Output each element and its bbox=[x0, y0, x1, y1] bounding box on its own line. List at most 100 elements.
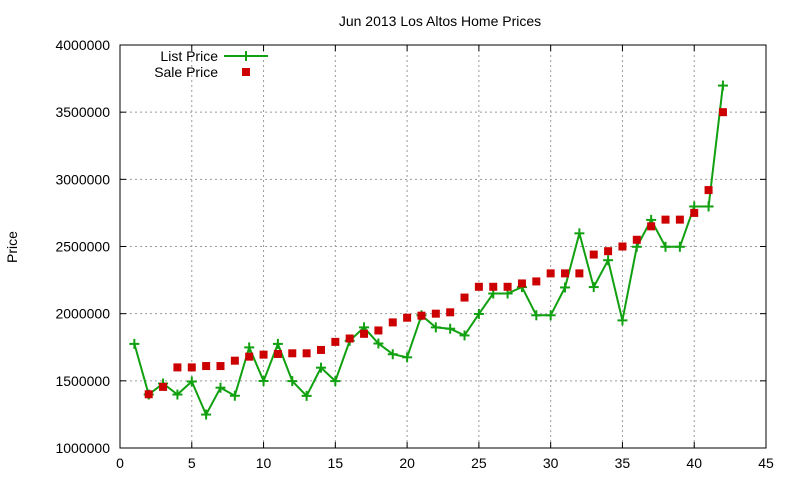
x-tick-label: 35 bbox=[615, 455, 631, 471]
list-price-point bbox=[445, 323, 456, 334]
x-tick-label: 0 bbox=[116, 455, 124, 471]
sale-price-point bbox=[288, 349, 297, 358]
list-price-point bbox=[703, 201, 714, 212]
sale-price-point bbox=[532, 277, 541, 286]
x-tick-label: 30 bbox=[543, 455, 559, 471]
sale-price-point bbox=[202, 362, 211, 371]
legend-marker bbox=[241, 51, 251, 61]
x-tick-label: 20 bbox=[399, 455, 415, 471]
sale-price-point bbox=[345, 334, 354, 343]
list-price-point bbox=[560, 282, 571, 293]
sale-price-point bbox=[388, 318, 397, 327]
sale-price-point bbox=[159, 382, 168, 391]
legend-label: List Price bbox=[160, 48, 218, 64]
sale-price-point bbox=[718, 108, 727, 117]
sale-price-point bbox=[316, 345, 325, 354]
list-price-point bbox=[617, 315, 628, 326]
sale-price-point bbox=[546, 269, 555, 278]
list-price-point bbox=[531, 310, 542, 321]
sale-price-point bbox=[503, 282, 512, 291]
sale-price-point bbox=[647, 222, 656, 231]
list-price-point bbox=[373, 338, 384, 349]
sale-price-point bbox=[245, 352, 254, 361]
list-price-point bbox=[186, 376, 197, 387]
list-price-point bbox=[545, 310, 556, 321]
y-tick-label: 3500000 bbox=[55, 104, 110, 120]
sale-price-point bbox=[704, 186, 713, 195]
chart-title: Jun 2013 Los Altos Home Prices bbox=[339, 13, 541, 29]
x-tick-label: 5 bbox=[188, 455, 196, 471]
sale-price-point bbox=[216, 362, 225, 371]
sale-price-point bbox=[446, 308, 455, 317]
sale-price-point bbox=[460, 293, 469, 302]
list-price-line bbox=[133, 85, 724, 417]
x-tick-label: 15 bbox=[328, 455, 344, 471]
sale-price-point bbox=[589, 250, 598, 259]
sale-price-point bbox=[331, 337, 340, 346]
list-price-point bbox=[272, 338, 283, 349]
list-price-point bbox=[287, 376, 298, 387]
y-tick-label: 1000000 bbox=[55, 440, 110, 456]
sale-price-point bbox=[302, 349, 311, 358]
y-tick-label: 4000000 bbox=[55, 37, 110, 53]
sale-price-point bbox=[690, 208, 699, 217]
list-price-point bbox=[603, 255, 614, 266]
list-price-point bbox=[459, 330, 470, 341]
y-tick-label: 2500000 bbox=[55, 239, 110, 255]
sale-price-point bbox=[618, 242, 627, 251]
sale-price-point bbox=[604, 247, 613, 256]
sale-price-point bbox=[675, 215, 684, 224]
sale-price-point bbox=[374, 326, 383, 335]
axis-ticks: 0 5 10 15 20 25 30 35 40 45 1000000 1500000 2000000 2… bbox=[55, 37, 774, 471]
sale-price-point bbox=[431, 309, 440, 318]
y-tick-label: 1500000 bbox=[55, 373, 110, 389]
list-price-point bbox=[301, 390, 312, 401]
list-price-point bbox=[574, 228, 585, 239]
sale-price-point bbox=[417, 311, 426, 320]
x-tick-label: 25 bbox=[471, 455, 487, 471]
series-layer bbox=[129, 80, 728, 420]
sale-price-point bbox=[474, 282, 483, 291]
y-tick-label: 3000000 bbox=[55, 171, 110, 187]
sale-price-point bbox=[517, 279, 526, 288]
list-price-point bbox=[201, 409, 212, 420]
list-price-point bbox=[387, 349, 398, 360]
sale-price-point bbox=[360, 329, 369, 338]
sale-price-point bbox=[230, 356, 239, 365]
y-tick-label: 2000000 bbox=[55, 306, 110, 322]
legend-label: Sale Price bbox=[154, 64, 218, 80]
sale-price-point bbox=[259, 350, 268, 359]
x-tick-label: 40 bbox=[686, 455, 702, 471]
list-price-point bbox=[430, 322, 441, 333]
list-price-point bbox=[315, 362, 326, 373]
x-tick-label: 10 bbox=[256, 455, 272, 471]
sale-price-point bbox=[575, 269, 584, 278]
sale-price-point bbox=[561, 269, 570, 278]
sale-price-point bbox=[489, 282, 498, 291]
plot-frame bbox=[119, 44, 767, 449]
list-price-point bbox=[244, 342, 255, 353]
list-price-point bbox=[129, 338, 140, 349]
legend-marker bbox=[242, 68, 250, 76]
sale-price-point bbox=[661, 215, 670, 224]
list-price-point bbox=[229, 390, 240, 401]
list-price-point bbox=[258, 375, 269, 386]
sale-price-point bbox=[403, 313, 412, 322]
list-price-point bbox=[674, 241, 685, 252]
list-price-point bbox=[588, 282, 599, 293]
y-axis-label: Price bbox=[4, 231, 20, 263]
sale-price-point bbox=[632, 235, 641, 244]
list-price-point bbox=[717, 80, 728, 91]
sale-price-point bbox=[173, 363, 182, 372]
list-price-point bbox=[402, 352, 413, 363]
sale-price-point bbox=[187, 363, 196, 372]
list-price-point bbox=[172, 389, 183, 400]
list-price-point bbox=[215, 382, 226, 393]
x-tick-label: 45 bbox=[758, 455, 774, 471]
sale-price-point bbox=[144, 390, 153, 399]
list-price-point bbox=[660, 241, 671, 252]
sale-price-point bbox=[273, 349, 282, 358]
list-price-point bbox=[473, 308, 484, 319]
